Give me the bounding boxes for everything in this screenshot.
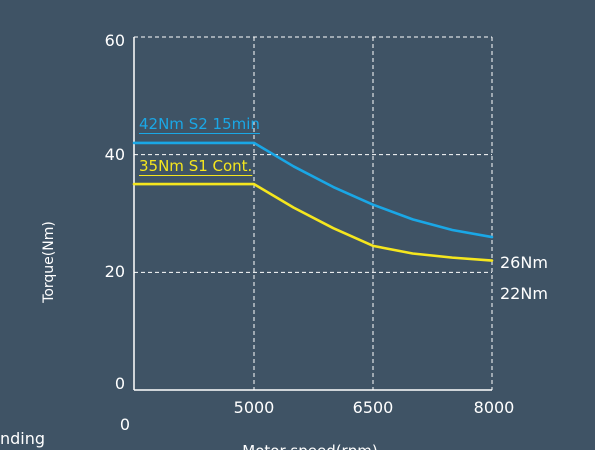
y-tick-label: 20 (105, 262, 125, 281)
x-tick-labels: 5000 6500 8000 0 (120, 398, 514, 434)
series-label-s1: 35Nm S1 Cont. (139, 157, 252, 175)
y-axis-title: Torque(Nm) (41, 221, 57, 304)
x-origin-label: 0 (120, 415, 130, 434)
y-tick-labels: 0 20 40 60 (105, 31, 125, 393)
y-tick-label: 40 (105, 145, 125, 164)
y-tick-label: 60 (105, 31, 125, 50)
series-label-s2: 42Nm S2 15min (139, 115, 260, 133)
x-tick-label: 5000 (234, 398, 275, 417)
y-tick-label: 0 (115, 374, 125, 393)
series-line-s2 (132, 141, 494, 239)
end-label-s2: 26Nm (500, 253, 548, 272)
partial-left-text: nding (0, 429, 45, 448)
series-line-s1 (132, 182, 494, 262)
grid-lines (133, 36, 493, 391)
x-tick-label: 6500 (353, 398, 394, 417)
end-label-s1: 22Nm (500, 284, 548, 303)
x-tick-label: 8000 (474, 398, 515, 417)
x-axis-title: Motor speed(rpm) (242, 442, 377, 450)
series-lines (132, 133, 494, 262)
